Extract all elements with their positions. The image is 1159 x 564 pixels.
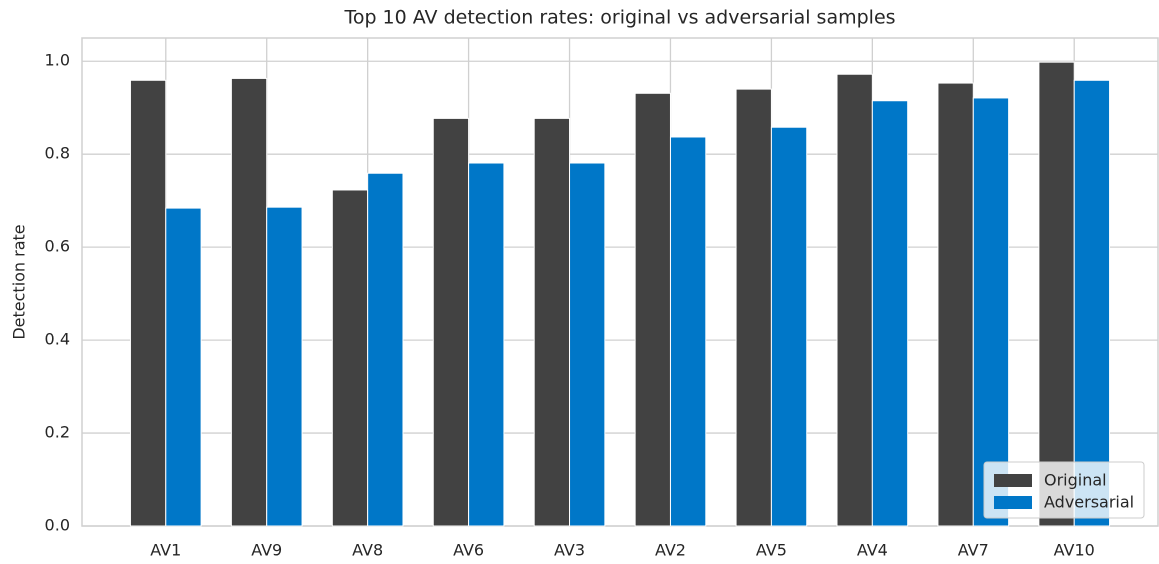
x-tick-label: AV9 — [251, 541, 282, 560]
bar — [266, 206, 303, 527]
legend-label: Adversarial — [1044, 493, 1134, 512]
legend: Original Adversarial — [983, 461, 1145, 519]
bar — [937, 82, 974, 527]
bar — [165, 207, 202, 527]
bar — [1038, 61, 1075, 527]
plot-frame — [81, 37, 1159, 527]
y-tick-label: 1.0 — [45, 51, 70, 70]
y-tick-label: 0.4 — [45, 330, 70, 349]
bar — [533, 117, 571, 527]
x-tick-label: AV10 — [1054, 541, 1095, 560]
y-axis-label: Detection rate — [10, 224, 29, 339]
bar — [1073, 79, 1111, 527]
bar — [669, 136, 707, 527]
bar — [634, 92, 671, 527]
bar — [432, 117, 470, 527]
legend-swatch — [994, 496, 1032, 509]
x-tick-label: AV4 — [857, 541, 888, 560]
bar — [230, 77, 268, 527]
x-tick-label: AV7 — [958, 541, 989, 560]
x-tick-label: AV6 — [453, 541, 484, 560]
y-tick-label: 0.8 — [45, 144, 70, 163]
bar — [770, 126, 808, 527]
x-tick-label: AV8 — [352, 541, 383, 560]
chart-title: Top 10 AV detection rates: original vs a… — [343, 7, 895, 29]
x-tick-label: AV3 — [554, 541, 585, 560]
y-tick-label: 0.6 — [45, 237, 70, 256]
bar — [871, 100, 909, 527]
bar — [331, 189, 369, 527]
legend-swatch — [994, 474, 1032, 487]
y-tick-label: 0.2 — [45, 423, 70, 442]
bar — [367, 172, 404, 527]
bar — [836, 73, 873, 527]
bar — [972, 97, 1010, 527]
x-tick-label: AV1 — [150, 541, 181, 560]
x-tick-label: AV2 — [655, 541, 686, 560]
legend-label: Original — [1044, 471, 1107, 490]
bar — [468, 162, 505, 527]
x-tick-label: AV5 — [756, 541, 787, 560]
bar — [569, 162, 606, 527]
y-tick-label: 0.0 — [45, 516, 70, 535]
bar — [129, 79, 167, 527]
bar — [735, 88, 772, 527]
